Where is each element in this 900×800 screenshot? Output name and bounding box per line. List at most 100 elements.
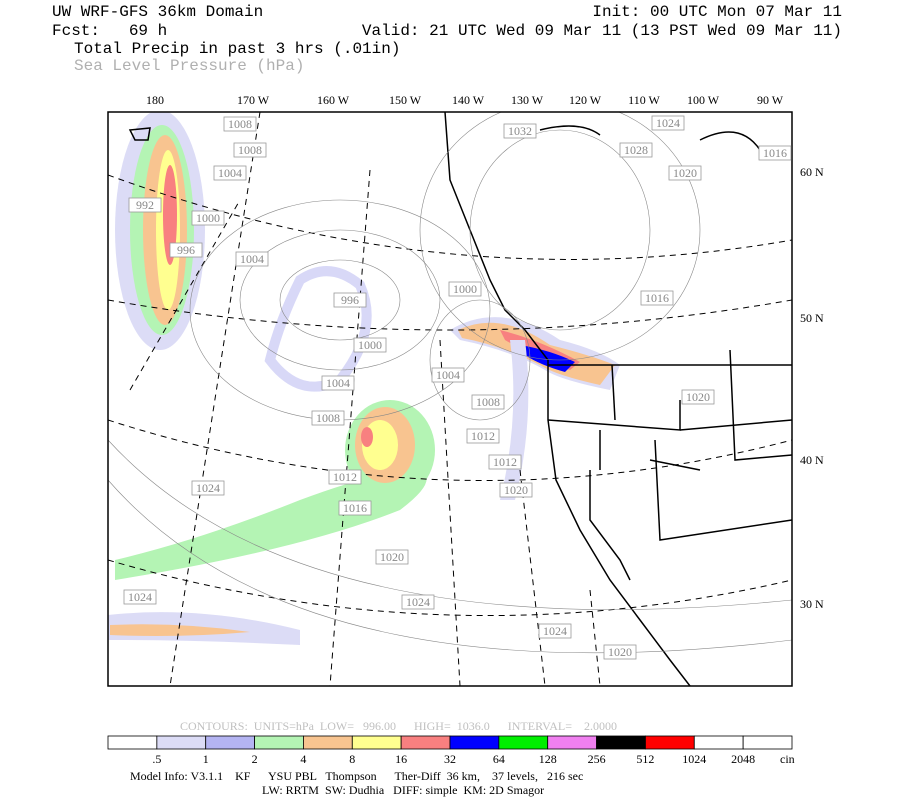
colorbar-label: 256 [588,752,606,766]
isobars [108,112,792,654]
longitude-label: 110 W [628,93,660,107]
contour-label: 1000 [358,338,382,352]
colorbar-label: 2048 [731,752,755,766]
colorbar-swatch [498,735,549,750]
colorbar-swatch [547,735,597,750]
latitude-label: 60 N [800,165,824,179]
contour-label: 1004 [436,368,460,382]
colorbar-swatch [107,735,158,750]
graticule [108,112,792,686]
contour-label: 1004 [240,252,264,266]
contour-label-box [191,480,225,496]
contour-label: 1032 [508,124,532,138]
contour-label: 1020 [380,550,404,564]
contour-label-box [471,394,505,410]
latitude-label: 40 N [800,453,824,467]
contour-label: 1000 [196,211,220,225]
contour-label-box [640,290,674,306]
contour-label-box [668,165,702,181]
contour-label-box [353,337,387,353]
longitude-label: 130 W [511,93,544,107]
colorbar-label: 2 [252,752,258,766]
contour-label-box [128,197,162,213]
contour-label: 1020 [504,483,528,497]
contour-label: 1004 [218,166,242,180]
colorbar-unit: cin [780,752,795,766]
contour-label: 1016 [763,146,787,160]
colorbar-swatch [303,735,353,750]
contour-label-box [223,116,257,132]
contour-label: 1008 [228,117,252,131]
precip-shading [108,112,620,645]
contour-label: 1024 [656,116,680,130]
contour-label: 1024 [543,624,567,638]
contour-label: 1012 [493,455,517,469]
contour-label-box [191,210,225,226]
model-info: Model Info: V3.1.1 KF YSU PBL Thompson T… [130,769,583,783]
valid-time: Valid: 21 UTC Wed 09 Mar 11 (13 PST Wed … [362,22,842,40]
contour-label: 996 [341,293,359,307]
contour-label-box [448,281,482,297]
colorbar-swatch [351,735,402,750]
contour-label-box [431,367,465,383]
contour-label: 1012 [333,470,357,484]
contour-label: 1016 [645,291,669,305]
init-time: Init: 00 UTC Mon 07 Mar 11 [592,3,842,21]
contour-label-box [311,410,345,426]
forecast-hour: Fcst: 69 h [52,22,167,40]
colorbar-swatch [645,735,695,750]
title: UW WRF-GFS 36km Domain [52,3,263,21]
map-frame [107,111,793,687]
contour-label-box [333,292,367,308]
contour-label: 1028 [624,143,648,157]
contour-label: 992 [136,198,154,212]
coastlines [128,112,792,686]
colorbar-swatch [693,735,744,750]
longitude-label: 90 W [757,93,784,107]
colorbar-label: 4 [300,752,306,766]
longitude-label: 120 W [569,93,602,107]
colorbar-swatch [205,735,255,750]
contour-label-box [123,589,157,605]
contour-label-box [503,123,537,139]
colorbar-label: 128 [539,752,557,766]
longitude-label: 100 W [687,93,720,107]
colorbar-swatch [449,735,500,750]
contour-label-box [375,549,409,565]
contour-label-box [603,644,637,660]
contour-label: 1008 [316,411,340,425]
contour-label-box [321,375,355,391]
contour-label: 1000 [453,282,477,296]
colorbar-swatch [596,735,646,750]
field-slp: Sea Level Pressure (hPa) [74,57,304,75]
colorbar-label: 64 [493,752,505,766]
model-physics: LW: RRTM SW: Dudhia DIFF: simple KM: 2D … [262,783,544,797]
latitude-label: 30 N [800,597,824,611]
colorbar-label: .5 [152,752,161,766]
contour-label: 1012 [471,429,495,443]
contour-label-box [401,594,435,610]
contour-label-box [488,454,522,470]
longitude-label: 160 W [317,93,350,107]
contour-label-box [328,469,362,485]
contour-label: 1024 [196,481,220,495]
contour-label: 1008 [238,143,262,157]
contour-label: 1004 [326,376,350,390]
colorbar-label: 16 [395,752,407,766]
colorbar-label: 8 [349,752,355,766]
contour-label-box [233,142,267,158]
contour-label-box [758,145,792,161]
contour-label: 1008 [476,395,500,409]
contour-label: 1020 [673,166,697,180]
colorbar-label: 32 [444,752,456,766]
contour-label: 1020 [608,645,632,659]
contour-label: 996 [177,243,195,257]
contour-label-box [681,389,715,405]
contour-label-box [466,428,500,444]
colorbar-swatch [400,735,451,750]
longitude-label: 150 W [389,93,422,107]
contour-label-box [499,482,533,498]
colorbar-label: 1024 [682,752,706,766]
longitude-label: 180 [146,93,164,107]
